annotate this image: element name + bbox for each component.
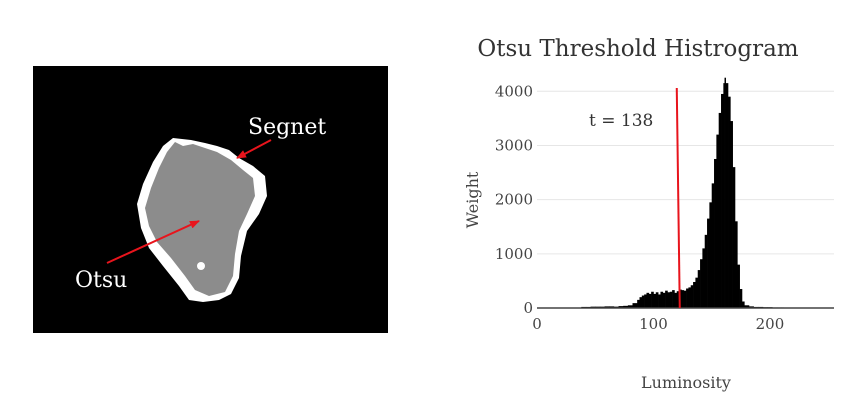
- histogram-bar: [744, 305, 750, 308]
- y-tick-label: 4000: [495, 82, 533, 100]
- histogram-bar: [676, 291, 680, 308]
- histogram-bar: [660, 291, 664, 308]
- chart-title: Otsu Threshold Histrogram: [477, 36, 798, 62]
- histogram-bar: [686, 288, 689, 308]
- histogram-bar: [609, 306, 615, 308]
- otsu-mask: [145, 142, 255, 296]
- histogram-bar: [658, 294, 661, 308]
- histogram-bar: [725, 83, 729, 309]
- histogram-chart: Otsu Threshold Histrogram 01000200030004…: [463, 36, 834, 392]
- threshold-line: [675, 87, 681, 309]
- segmentation-canvas: Segnet Otsu: [33, 66, 388, 333]
- histogram-bar: [714, 158, 717, 308]
- histogram-bar: [732, 167, 736, 308]
- histogram-bar: [688, 287, 692, 308]
- histogram-bar: [702, 248, 706, 308]
- histogram-bar: [604, 306, 610, 308]
- x-tick-labels: 0 100 200: [532, 315, 784, 333]
- histogram-bar: [618, 306, 624, 308]
- histogram-bar: [632, 303, 638, 308]
- histogram-bar: [728, 96, 731, 309]
- x-tick-label: 100: [639, 315, 668, 333]
- histogram-bar: [695, 277, 699, 308]
- histogram-bar: [665, 290, 668, 308]
- histogram-bar: [655, 292, 659, 308]
- y-tick-label: 2000: [495, 191, 533, 209]
- histogram-bar: [697, 270, 701, 308]
- histogram-bar: [724, 77, 726, 308]
- y-tick-label: 0: [523, 299, 533, 317]
- histogram-bar: [653, 293, 657, 308]
- segmentation-image: Segnet Otsu: [33, 66, 388, 333]
- histogram-bar: [681, 290, 685, 308]
- histogram-bar: [709, 202, 713, 308]
- threshold-label: t = 138: [589, 111, 653, 131]
- histogram-bar: [711, 183, 715, 308]
- histogram-bar: [721, 93, 724, 308]
- mask-hole: [197, 262, 205, 270]
- otsu-arrow: [106, 220, 200, 264]
- histogram-bar: [730, 121, 733, 308]
- histogram-bar: [641, 295, 645, 308]
- histogram-bar: [748, 306, 754, 308]
- histogram-bar: [667, 292, 671, 308]
- x-tick-label: 200: [756, 315, 785, 333]
- histogram-bar: [741, 301, 745, 308]
- histogram-bar: [646, 292, 650, 308]
- x-axis-title: Luminosity: [641, 373, 731, 392]
- histogram-bar: [669, 291, 673, 308]
- histogram-bar: [707, 218, 710, 308]
- histogram-bar: [718, 112, 722, 308]
- histogram-bar: [690, 285, 694, 308]
- histogram-bar: [739, 289, 743, 308]
- histogram-bar: [723, 83, 725, 309]
- histogram-bar: [674, 292, 678, 308]
- y-tick-label: 3000: [495, 136, 533, 154]
- histogram-bar: [704, 234, 708, 308]
- histogram-bar: [737, 264, 740, 308]
- histogram-bar: [683, 290, 687, 308]
- histogram-bar: [639, 297, 643, 308]
- histogram-bar: [693, 281, 696, 308]
- y-tick-label: 1000: [495, 245, 533, 263]
- histogram-bar: [700, 259, 703, 308]
- x-tick-label: 0: [532, 315, 542, 333]
- histogram-bar: [672, 290, 675, 308]
- segnet-label: Segnet: [248, 115, 326, 140]
- histogram-bar: [627, 305, 633, 308]
- grid-lines: [537, 90, 834, 255]
- histogram-bar: [648, 293, 652, 308]
- histogram-bar: [651, 291, 654, 308]
- histogram-bar: [716, 134, 719, 308]
- y-axis-title: Weight: [463, 171, 482, 228]
- histogram-bar: [637, 299, 640, 308]
- histogram-bar: [623, 305, 629, 308]
- otsu-label: Otsu: [75, 268, 127, 293]
- y-tick-labels: 0 1000 2000 3000 4000: [495, 82, 533, 317]
- histogram-bar: [735, 221, 738, 308]
- histogram-bar: [644, 294, 647, 308]
- histogram-bar: [662, 292, 666, 308]
- segnet-arrow: [236, 139, 272, 159]
